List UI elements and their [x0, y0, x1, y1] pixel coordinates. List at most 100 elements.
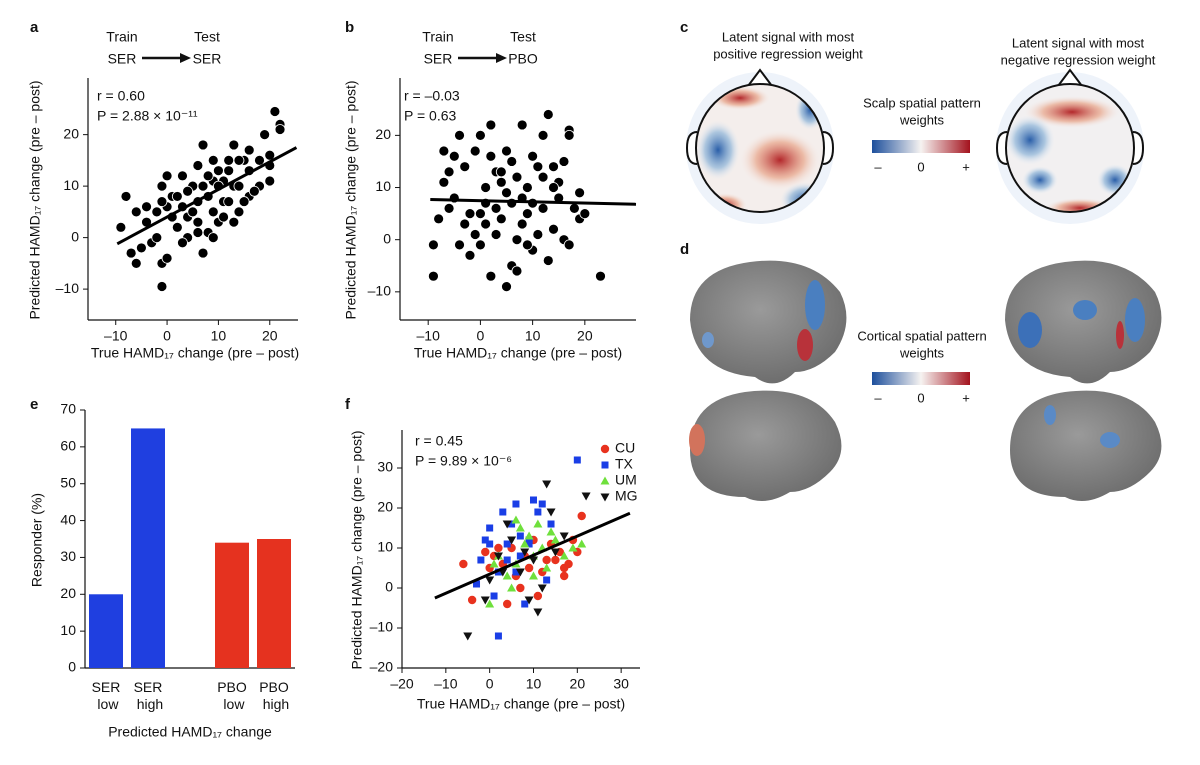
point [533, 591, 543, 601]
point [524, 563, 534, 573]
colorbar-title: weights [899, 345, 945, 360]
y-axis-label: Predicted HAMD₁₇ change (pre – post) [343, 80, 359, 319]
point [213, 165, 224, 177]
point [171, 191, 183, 202]
point [243, 144, 255, 156]
x-tick-label: PBO high [259, 679, 289, 712]
point [501, 281, 512, 293]
bar [257, 539, 291, 668]
point [563, 129, 575, 141]
bar [89, 594, 123, 668]
point [177, 170, 188, 182]
point [493, 552, 503, 561]
legend-label: TX [615, 456, 634, 472]
point [228, 139, 240, 151]
test-set: SER [193, 51, 222, 67]
y-tick-label: 10 [375, 178, 391, 194]
regression-line [430, 198, 637, 206]
point [521, 239, 533, 251]
point [550, 548, 560, 557]
point [542, 109, 554, 120]
point [551, 555, 560, 565]
point [207, 154, 219, 166]
y-tick-label: 20 [63, 125, 79, 141]
point [548, 161, 559, 173]
point [516, 552, 524, 560]
point [481, 547, 490, 557]
x-axis-label: Predicted HAMD₁₇ change [108, 724, 272, 740]
point [515, 523, 525, 532]
point [464, 208, 476, 220]
point [454, 129, 465, 141]
point [254, 154, 265, 166]
x-tick-label: PBO low [217, 679, 247, 712]
point [542, 480, 552, 489]
point [506, 156, 518, 167]
point [141, 201, 152, 213]
point [274, 124, 286, 135]
y-tick-label: –10 [370, 619, 394, 635]
legend-marker [600, 444, 610, 454]
legend-label: CU [615, 440, 635, 456]
point [192, 216, 204, 228]
point [192, 160, 204, 171]
train-label: Train [106, 29, 137, 45]
bar [215, 542, 249, 668]
x-tick-label: –10 [434, 676, 458, 692]
point [546, 508, 556, 517]
point [534, 508, 542, 516]
point [573, 456, 581, 464]
point [581, 492, 591, 501]
y-tick-label: –10 [368, 283, 392, 299]
point [238, 196, 250, 207]
point [574, 187, 586, 199]
scalp-map-positive [685, 68, 835, 224]
point [511, 234, 523, 246]
x-tick-label: 20 [262, 328, 278, 344]
point [532, 161, 544, 173]
y-tick-label: 40 [60, 511, 76, 527]
point [197, 247, 209, 259]
y-tick-label: –20 [370, 659, 394, 675]
point [537, 584, 547, 593]
point [507, 583, 517, 592]
point [223, 165, 235, 177]
x-tick-label: 0 [477, 328, 485, 344]
point [547, 520, 555, 528]
regression-line [116, 146, 298, 246]
point [520, 539, 530, 548]
point [511, 515, 521, 524]
point [558, 156, 570, 167]
point [543, 576, 551, 584]
colorbar-label: – [874, 390, 882, 405]
y-axis-label: Predicted HAMD₁₇ change (pre – post) [349, 430, 365, 669]
y-tick-label: 20 [60, 585, 76, 601]
point [177, 237, 188, 249]
point [485, 270, 497, 282]
colorbar-label: + [962, 159, 970, 174]
point [182, 185, 194, 197]
point [546, 527, 556, 536]
point [507, 536, 517, 545]
y-tick-label: 30 [60, 548, 76, 564]
x-tick-label: 10 [211, 328, 227, 344]
point [486, 540, 494, 548]
point [477, 556, 485, 564]
x-tick-label: 0 [163, 328, 171, 344]
point [428, 239, 439, 251]
point [511, 265, 523, 277]
point [548, 182, 559, 193]
x-tick-label: 20 [570, 676, 586, 692]
y-axis-label: Responder (%) [29, 493, 45, 587]
colorbar-label: + [962, 390, 970, 405]
point [156, 196, 168, 207]
annotation: P = 0.63 [404, 108, 457, 124]
point [595, 270, 606, 282]
annotation: r = –0.03 [404, 88, 460, 104]
point [501, 145, 512, 157]
point [248, 185, 260, 197]
y-tick-label: 60 [60, 438, 76, 454]
annotation: P = 9.89 × 10⁻⁶ [415, 453, 512, 469]
point [502, 520, 512, 529]
point [542, 563, 552, 572]
